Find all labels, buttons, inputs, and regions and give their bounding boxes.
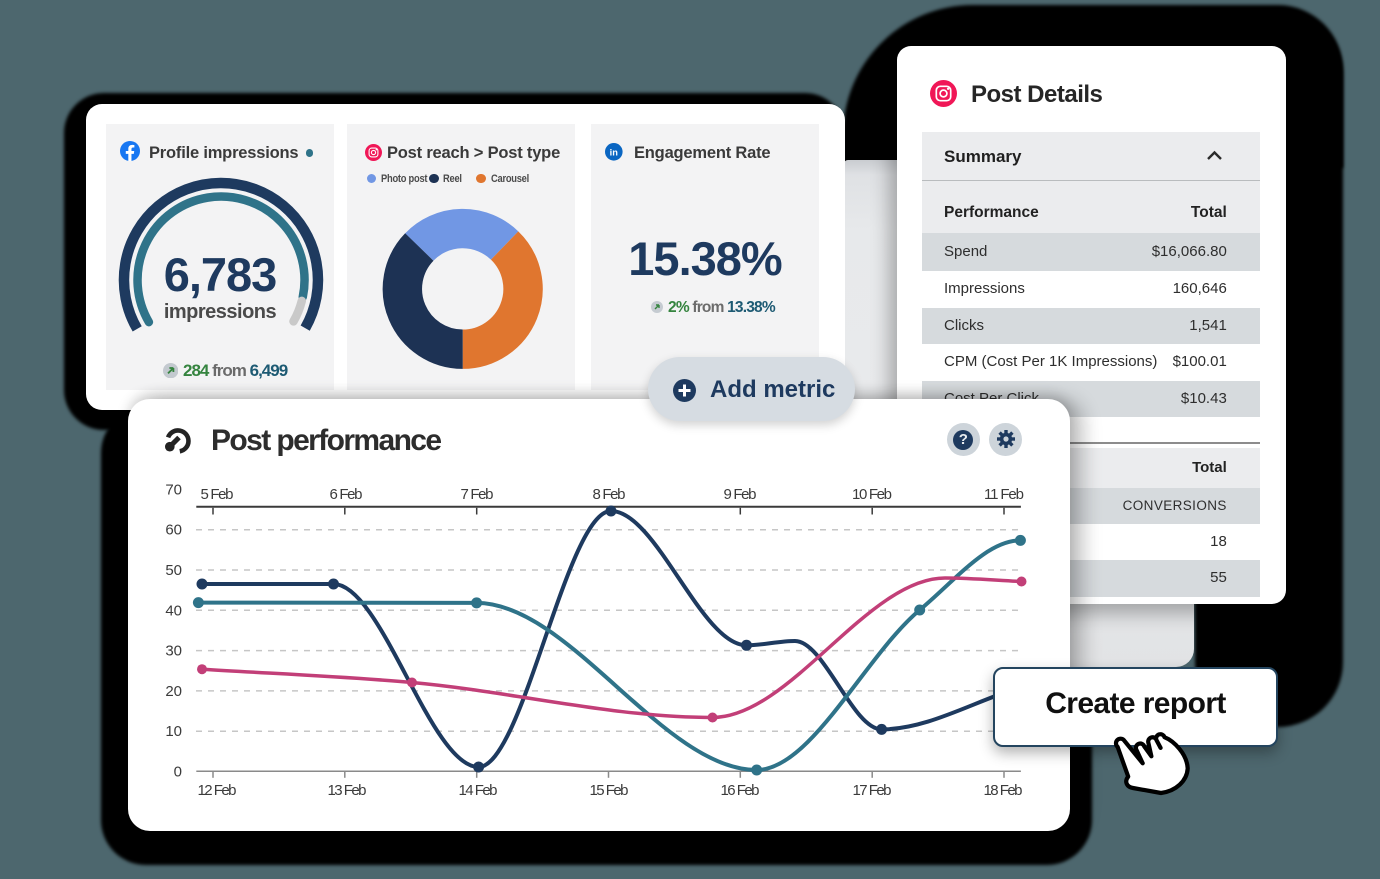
svg-text:6 Feb: 6 Feb [330, 486, 363, 503]
svg-text:20: 20 [165, 683, 182, 700]
svg-text:18 Feb: 18 Feb [984, 782, 1023, 799]
svg-text:14 Feb: 14 Feb [459, 782, 498, 799]
svg-text:5 Feb: 5 Feb [201, 486, 234, 503]
svg-text:60: 60 [165, 522, 182, 539]
svg-text:7 Feb: 7 Feb [461, 486, 494, 503]
svg-text:12 Feb: 12 Feb [198, 782, 237, 799]
svg-text:16 Feb: 16 Feb [721, 782, 760, 799]
svg-text:10 Feb: 10 Feb [852, 486, 892, 503]
svg-text:0: 0 [174, 764, 182, 781]
svg-text:8 Feb: 8 Feb [593, 486, 626, 503]
svg-text:11 Feb: 11 Feb [984, 486, 1024, 503]
svg-text:50: 50 [165, 562, 182, 579]
svg-text:15 Feb: 15 Feb [590, 782, 629, 799]
svg-text:17 Feb: 17 Feb [853, 782, 892, 799]
svg-text:70: 70 [165, 481, 182, 498]
svg-text:9 Feb: 9 Feb [724, 486, 757, 503]
svg-text:13 Feb: 13 Feb [328, 782, 367, 799]
svg-text:40: 40 [165, 602, 182, 619]
svg-text:in: in [610, 147, 619, 157]
svg-text:30: 30 [165, 643, 182, 660]
svg-text:10: 10 [165, 723, 182, 740]
